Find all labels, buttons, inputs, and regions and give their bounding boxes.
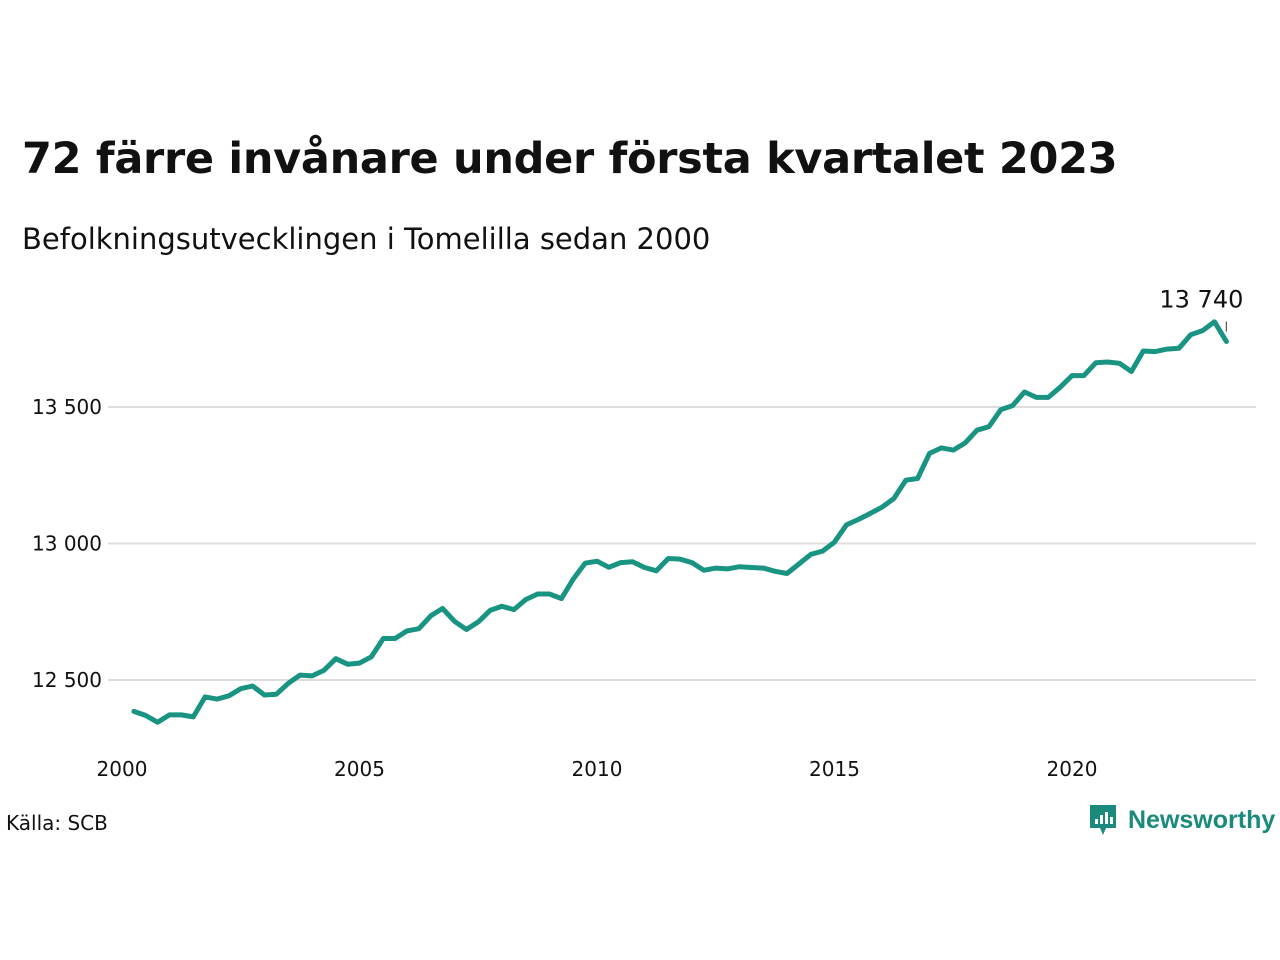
x-tick-label: 2010 bbox=[572, 757, 623, 781]
series-line bbox=[131, 319, 1229, 725]
x-tick-label: 2015 bbox=[809, 757, 860, 781]
last-value-label: 13 740 bbox=[1159, 285, 1243, 313]
newsworthy-logo-icon bbox=[1090, 805, 1116, 835]
y-tick-label: 13 000 bbox=[32, 532, 102, 556]
x-tick-label: 2020 bbox=[1047, 757, 1098, 781]
gridlines bbox=[108, 406, 1256, 681]
x-tick-label: 2000 bbox=[97, 757, 148, 781]
y-axis-ticks: 12 500 13 000 13 500 bbox=[32, 395, 102, 692]
y-tick-label: 13 500 bbox=[32, 395, 102, 419]
brand-logo: Newsworthy bbox=[1088, 803, 1275, 837]
x-tick-label: 2005 bbox=[334, 757, 385, 781]
source-note: Källa: SCB bbox=[6, 811, 108, 835]
annotation-layer: 13 740 bbox=[1159, 285, 1243, 332]
series-layer bbox=[131, 319, 1229, 725]
chart-title: 72 färre invånare under första kvartalet… bbox=[22, 134, 1118, 184]
x-axis-ticks: 2000 2005 2010 2015 2020 bbox=[97, 757, 1098, 781]
y-tick-label: 12 500 bbox=[32, 668, 102, 692]
chart-subtitle: Befolkningsutvecklingen i Tomelilla seda… bbox=[22, 222, 711, 256]
brand-name: Newsworthy bbox=[1128, 805, 1276, 834]
